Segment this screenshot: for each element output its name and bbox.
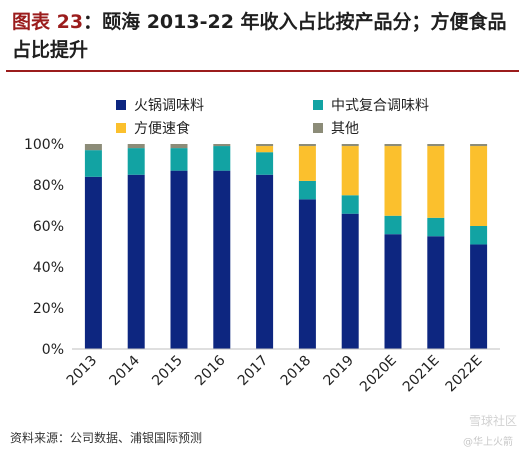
bar-segment-hotpot — [470, 244, 488, 349]
legend-swatch-instant — [116, 123, 126, 133]
legend-swatch-hotpot — [116, 100, 126, 110]
bar-segment-instant — [427, 146, 445, 218]
x-tick-label: 2015 — [149, 353, 186, 390]
x-tick-label: 2022E — [443, 353, 486, 396]
bar-segment-chinese — [127, 148, 145, 175]
x-tick-label: 2013 — [64, 353, 101, 390]
bar-segment-instant — [341, 146, 359, 196]
legend-label-other: 其他 — [331, 121, 359, 137]
legend-label-hotpot: 火锅调味料 — [134, 98, 204, 114]
watermark-author: @华上火箭 — [463, 437, 513, 448]
bar-segment-instant — [298, 146, 316, 181]
bar-segment-instant — [470, 146, 488, 226]
bar-segment-instant — [256, 146, 274, 153]
figure-number: 23 — [56, 11, 84, 33]
bar-segment-chinese — [384, 215, 402, 235]
bar-segment-hotpot — [170, 170, 188, 349]
bar-segment-hotpot — [298, 199, 316, 349]
bar-segment-hotpot — [213, 170, 231, 349]
figure-label: 图表 — [12, 11, 51, 33]
x-tick-label: 2021E — [400, 353, 443, 396]
bar-segment-chinese — [470, 226, 488, 245]
chart-legend: 火锅调味料 中式复合调味料 方便速食 其他 — [116, 95, 496, 139]
bar-segment-other — [470, 144, 488, 147]
legend-swatch-chinese — [313, 100, 323, 110]
figure-title-text: ：颐海 2013-22 年收入占比按产品分；方便食品占比提升 — [12, 11, 507, 61]
x-tick-label: 2017 — [235, 353, 272, 390]
title-divider — [6, 70, 519, 72]
bar-segment-hotpot — [427, 236, 445, 349]
x-tick-label: 2018 — [278, 353, 315, 390]
bar-segment-chinese — [341, 195, 359, 214]
legend-label-instant: 方便速食 — [134, 121, 190, 137]
bar-segment-other — [341, 144, 359, 147]
legend-label-chinese: 中式复合调味料 — [331, 98, 429, 114]
bar-segment-chinese — [213, 146, 231, 171]
bar-segment-chinese — [427, 217, 445, 237]
y-tick-label: 100% — [24, 137, 64, 153]
chart-title: 图表 23：颐海 2013-22 年收入占比按产品分；方便食品占比提升 — [12, 8, 517, 64]
bar-segment-other — [256, 144, 274, 147]
bar-segment-chinese — [170, 148, 188, 171]
bar-segment-hotpot — [84, 176, 102, 349]
y-tick-label: 20% — [33, 301, 64, 317]
bar-segment-other — [298, 144, 316, 147]
bar-segment-other — [127, 144, 145, 149]
x-tick-label: 2016 — [192, 352, 229, 389]
source-note: 资料来源：公司数据、浦银国际预测 — [10, 431, 203, 445]
bar-segment-hotpot — [256, 174, 274, 349]
bar-segment-chinese — [298, 180, 316, 200]
legend-swatch-other — [313, 123, 323, 133]
y-tick-label: 40% — [33, 260, 64, 276]
bar-segment-other — [213, 144, 231, 147]
x-tick-label: 2019 — [321, 353, 358, 390]
legend-item-hotpot: 火锅调味料 — [116, 95, 204, 115]
bar-segment-hotpot — [341, 213, 359, 349]
bar-segment-other — [170, 144, 188, 149]
bar-segment-chinese — [84, 150, 102, 177]
bar-segment-instant — [384, 146, 402, 216]
x-tick-label: 2014 — [107, 352, 144, 389]
bar-segment-hotpot — [384, 234, 402, 349]
legend-item-chinese: 中式复合调味料 — [313, 95, 429, 115]
bar-segment-chinese — [256, 152, 274, 175]
y-tick-label: 80% — [33, 178, 64, 194]
legend-item-other: 其他 — [313, 118, 359, 138]
y-tick-label: 60% — [33, 219, 64, 235]
bar-segment-other — [84, 144, 102, 151]
legend-item-instant: 方便速食 — [116, 118, 190, 138]
bar-segment-hotpot — [127, 174, 145, 349]
x-tick-label: 2020E — [357, 353, 400, 396]
bar-segment-other — [384, 144, 402, 147]
watermark-text: 雪球社区 — [468, 414, 517, 428]
y-tick-label: 0% — [42, 342, 64, 358]
bar-segment-other — [427, 144, 445, 147]
